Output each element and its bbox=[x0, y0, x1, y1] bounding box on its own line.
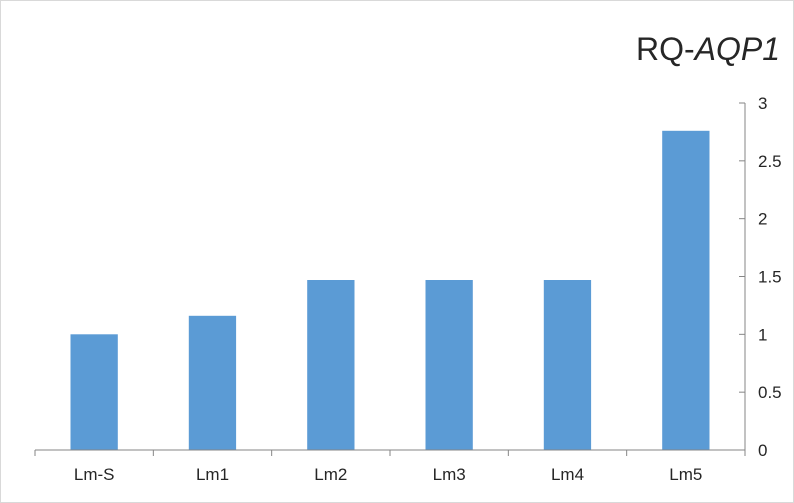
y-tick-label: 1 bbox=[758, 325, 767, 344]
x-tick-labels: Lm-S Lm1 Lm2 Lm3 Lm4 Lm5 bbox=[74, 465, 702, 484]
bar-lm-s bbox=[70, 334, 118, 450]
bar-lm1 bbox=[188, 315, 237, 450]
chart-title: RQ-AQP1 bbox=[636, 31, 780, 67]
y-tick-label: 0 bbox=[758, 441, 767, 460]
bars-group bbox=[70, 130, 710, 451]
x-tick-label: Lm5 bbox=[669, 465, 702, 484]
x-tick-label: Lm4 bbox=[551, 465, 584, 484]
chart-title-gene: AQP1 bbox=[693, 31, 780, 67]
x-tick-label: Lm1 bbox=[196, 465, 229, 484]
bar-lm4 bbox=[543, 280, 592, 450]
x-tick-label: Lm-S bbox=[74, 465, 115, 484]
x-tick-label: Lm3 bbox=[433, 465, 466, 484]
axes-group bbox=[34, 102, 746, 456]
bar-lm2 bbox=[307, 280, 355, 450]
x-tick-label: Lm2 bbox=[314, 465, 347, 484]
y-tick-label: 2.5 bbox=[758, 152, 782, 171]
bar-lm3 bbox=[425, 280, 473, 450]
y-tick-label: 0.5 bbox=[758, 383, 782, 402]
chart-title-prefix: RQ- bbox=[636, 31, 695, 67]
bar-lm5 bbox=[662, 130, 710, 451]
y-tick-labels: 0 0.5 1 1.5 2 2.5 3 bbox=[758, 94, 782, 460]
y-tick-label: 2 bbox=[758, 210, 767, 229]
y-tick-label: 3 bbox=[758, 94, 767, 113]
y-tick-label: 1.5 bbox=[758, 268, 782, 287]
